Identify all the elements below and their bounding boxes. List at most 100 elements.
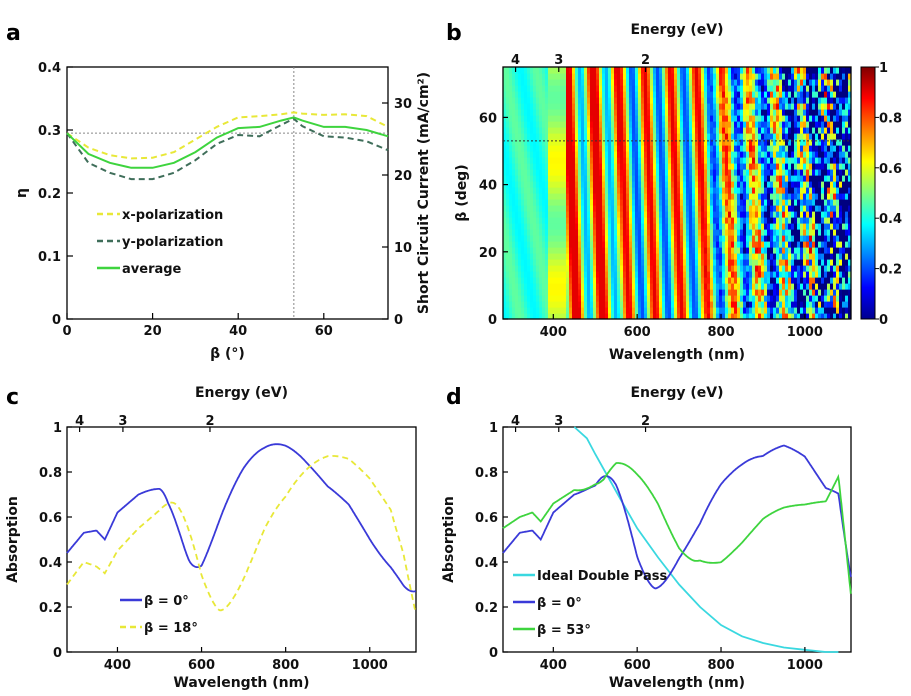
heatmap-cell <box>596 193 600 200</box>
heatmap-cell <box>506 193 510 200</box>
heatmap-cell <box>647 79 651 86</box>
heatmap-cell <box>512 193 516 200</box>
heatmap-cell <box>803 277 807 284</box>
heatmap-cell <box>797 67 801 74</box>
heatmap-cell <box>671 271 675 278</box>
heatmap-cell <box>518 289 522 296</box>
heatmap-cell <box>773 295 777 302</box>
heatmap-cell <box>560 163 564 170</box>
heatmap-cell <box>845 247 849 254</box>
heatmap-cell <box>818 205 822 212</box>
heatmap-cell <box>836 211 840 218</box>
heatmap-cell <box>722 247 726 254</box>
heatmap-cell <box>812 307 816 314</box>
heatmap-cell <box>803 199 807 206</box>
heatmap-cell <box>521 313 525 319</box>
heatmap-cell <box>776 289 780 296</box>
heatmap-cell <box>527 115 531 122</box>
heatmap-cell <box>533 313 537 319</box>
heatmap-cell <box>578 199 582 206</box>
heatmap-cell <box>704 79 708 86</box>
heatmap-cell <box>731 193 735 200</box>
heatmap-cell <box>584 97 588 104</box>
heatmap-cell <box>524 235 528 242</box>
heatmap-cell <box>566 133 570 140</box>
heatmap-cell <box>794 103 798 110</box>
heatmap-cell <box>836 295 840 302</box>
heatmap-cell <box>638 175 642 182</box>
heatmap-cell <box>518 295 522 302</box>
heatmap-cell <box>800 289 804 296</box>
heatmap-cell <box>710 121 714 128</box>
heatmap-cell <box>659 97 663 104</box>
heatmap-cell <box>755 85 759 92</box>
heatmap-cell <box>512 169 516 176</box>
heatmap-cell <box>641 109 645 116</box>
heatmap-cell <box>689 199 693 206</box>
heatmap-cell <box>719 253 723 260</box>
heatmap-cell <box>584 223 588 230</box>
heatmap-cell <box>764 271 768 278</box>
heatmap-cell <box>623 217 627 224</box>
heatmap-cell <box>737 229 741 236</box>
heatmap-cell <box>605 163 609 170</box>
heatmap-cell <box>812 229 816 236</box>
heatmap-cell <box>710 271 714 278</box>
heatmap-cell <box>641 271 645 278</box>
heatmap-cell <box>650 145 654 152</box>
heatmap-cell <box>560 205 564 212</box>
heatmap-cell <box>644 97 648 104</box>
heatmap-cell <box>647 97 651 104</box>
heatmap-cell <box>617 67 621 74</box>
heatmap-cell <box>764 301 768 308</box>
heatmap-cell <box>743 313 747 319</box>
heatmap-cell <box>716 133 720 140</box>
heatmap-cell <box>590 187 594 194</box>
heatmap-cell <box>782 223 786 230</box>
heatmap-cell <box>587 91 591 98</box>
heatmap-cell <box>707 247 711 254</box>
heatmap-cell <box>752 73 756 80</box>
heatmap-cell <box>656 175 660 182</box>
heatmap-cell <box>716 85 720 92</box>
heatmap-cell <box>836 199 840 206</box>
heatmap-cell <box>830 103 834 110</box>
heatmap-cell <box>650 193 654 200</box>
heatmap-cell <box>650 163 654 170</box>
heatmap-cell <box>509 115 513 122</box>
heatmap-cell <box>818 199 822 206</box>
heatmap-cell <box>698 247 702 254</box>
heatmap-cell <box>560 301 564 308</box>
heatmap-cell <box>740 247 744 254</box>
heatmap-cell <box>578 85 582 92</box>
heatmap-cell <box>659 265 663 272</box>
heatmap-cell <box>707 115 711 122</box>
heatmap-cell <box>683 157 687 164</box>
heatmap-cell <box>776 283 780 290</box>
heatmap-cell <box>509 301 513 308</box>
heatmap-cell <box>602 229 606 236</box>
heatmap-cell <box>800 205 804 212</box>
heatmap-cell <box>689 97 693 104</box>
heatmap-cell <box>782 217 786 224</box>
heatmap-cell <box>626 163 630 170</box>
heatmap-cell <box>842 205 846 212</box>
heatmap-cell <box>512 247 516 254</box>
heatmap-cell <box>764 283 768 290</box>
heatmap-cell <box>749 67 753 74</box>
heatmap-cell <box>791 247 795 254</box>
heatmap-cell <box>530 283 534 290</box>
heatmap-cell <box>836 259 840 266</box>
heatmap-cell <box>695 79 699 86</box>
heatmap-cell <box>539 145 543 152</box>
heatmap-cell <box>692 133 696 140</box>
heatmap-cell <box>575 289 579 296</box>
heatmap-cell <box>635 127 639 134</box>
heatmap-cell <box>665 109 669 116</box>
heatmap-cell <box>647 265 651 272</box>
x-tick-label: 600 <box>624 325 651 340</box>
heatmap-cell <box>788 97 792 104</box>
heatmap-cell <box>536 223 540 230</box>
heatmap-cell <box>587 181 591 188</box>
heatmap-cell <box>773 187 777 194</box>
